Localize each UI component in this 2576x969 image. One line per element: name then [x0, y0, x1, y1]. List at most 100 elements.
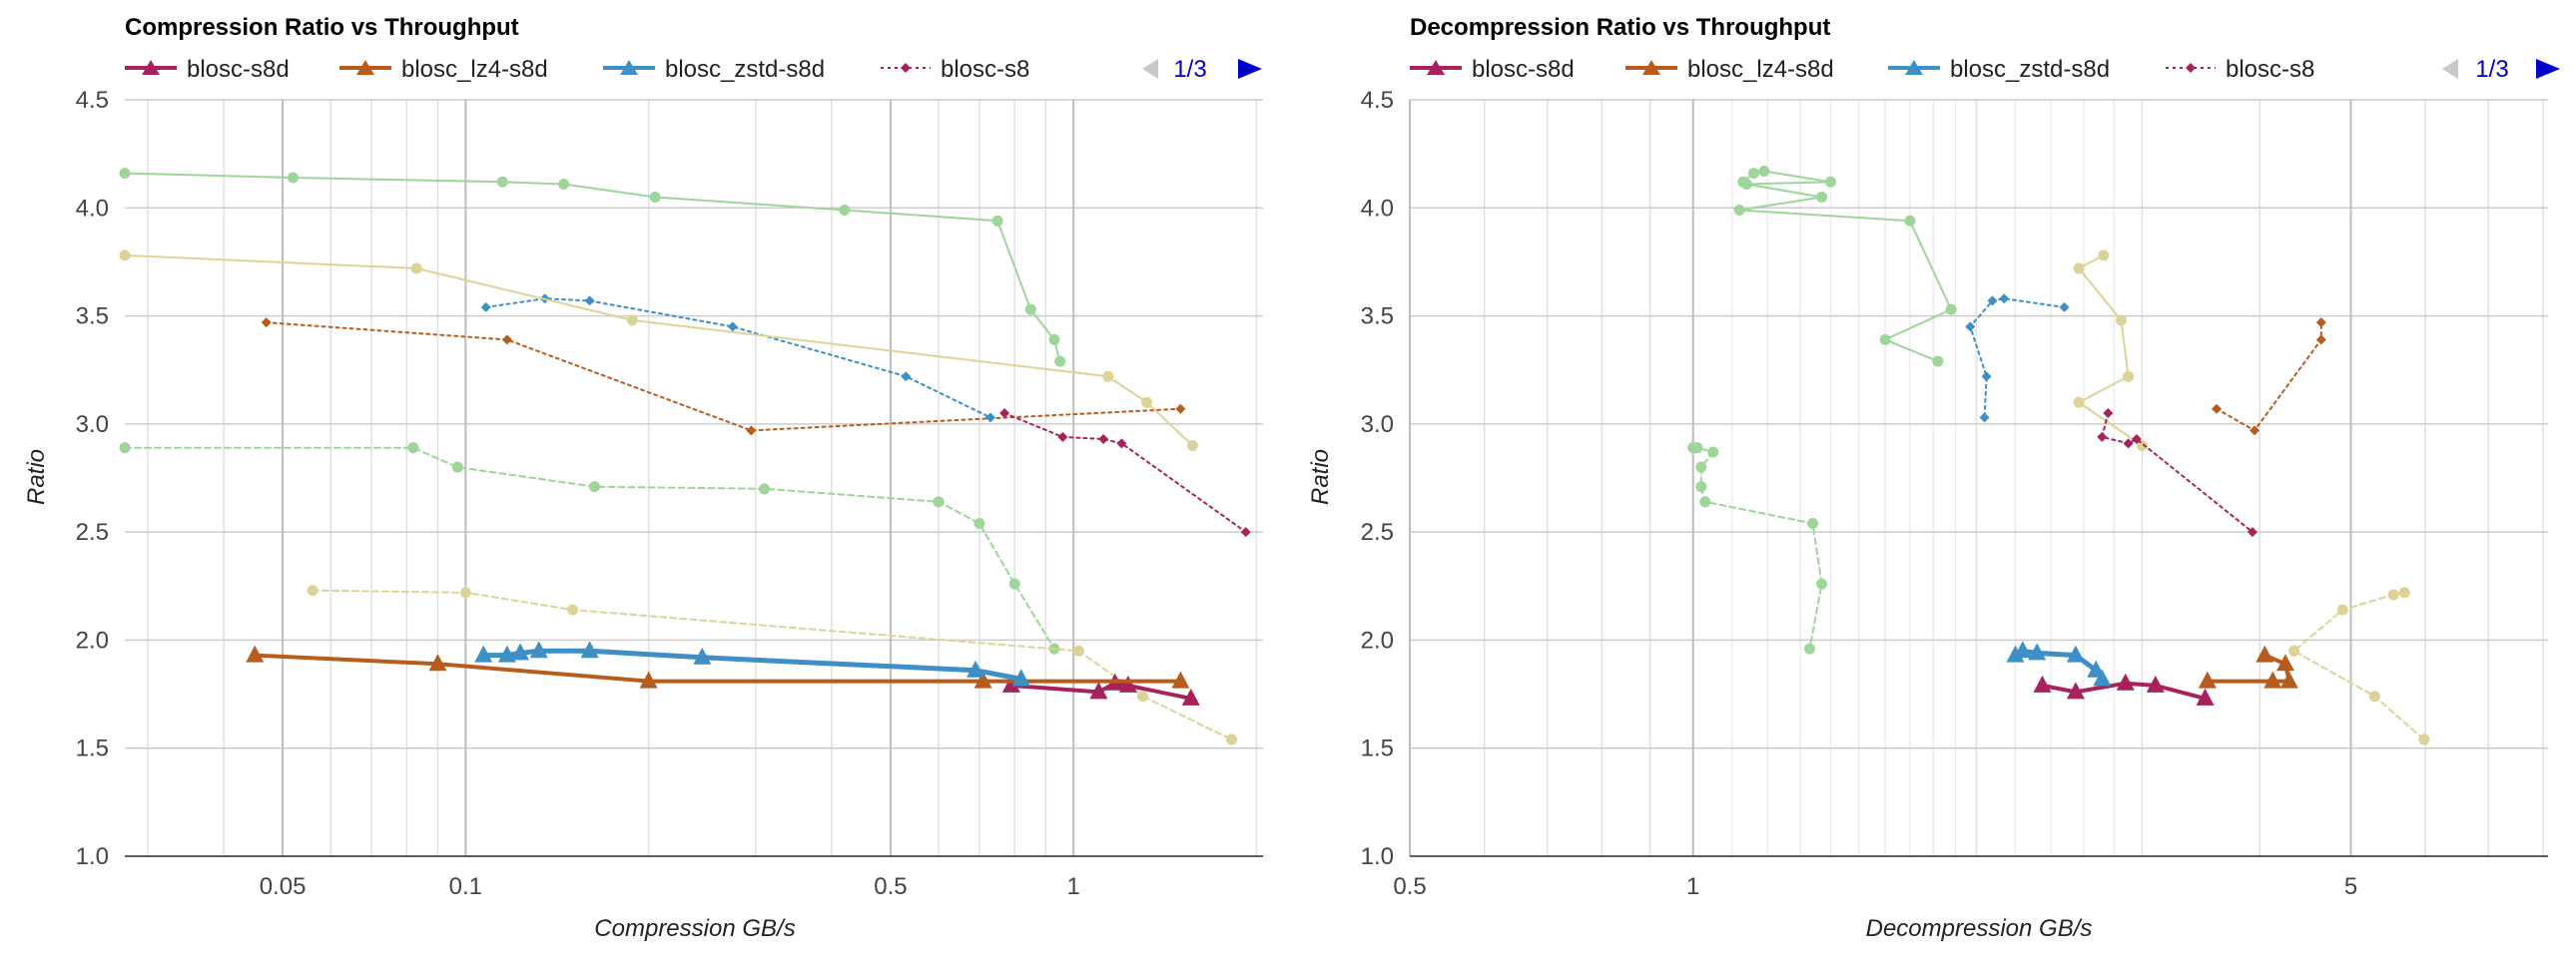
left-legend-item-blosc-zstd-s8d[interactable]: blosc_zstd-s8d: [603, 56, 825, 83]
data-point-circle[interactable]: [459, 587, 471, 599]
data-point-diamond[interactable]: [2097, 431, 2108, 442]
data-point-diamond[interactable]: [1175, 403, 1186, 414]
pager-next-icon[interactable]: [1238, 59, 1262, 79]
data-point-circle[interactable]: [1733, 204, 1745, 216]
data-point-circle[interactable]: [410, 262, 422, 274]
data-point-circle[interactable]: [1699, 496, 1711, 508]
data-point-diamond[interactable]: [1981, 371, 1992, 382]
data-point-diamond[interactable]: [1965, 321, 1976, 332]
data-point-triangle[interactable]: [529, 641, 548, 659]
data-point-triangle[interactable]: [2198, 671, 2217, 689]
data-point-circle[interactable]: [2073, 262, 2085, 274]
data-point-triangle[interactable]: [2275, 654, 2294, 672]
data-point-diamond[interactable]: [984, 412, 995, 423]
data-point-circle[interactable]: [933, 496, 945, 508]
data-point-triangle[interactable]: [497, 645, 516, 663]
data-point-circle[interactable]: [287, 172, 299, 184]
data-point-circle[interactable]: [451, 461, 463, 473]
data-point-circle[interactable]: [2288, 645, 2300, 657]
data-point-triangle[interactable]: [1181, 688, 1200, 706]
data-point-circle[interactable]: [973, 517, 985, 529]
data-point-circle[interactable]: [1707, 446, 1719, 458]
data-point-triangle[interactable]: [1171, 671, 1190, 689]
data-point-circle[interactable]: [2073, 396, 2085, 408]
data-point-circle[interactable]: [2368, 691, 2380, 703]
data-point-diamond[interactable]: [999, 408, 1010, 419]
data-point-circle[interactable]: [1904, 215, 1916, 227]
data-point-diamond[interactable]: [1987, 295, 1998, 306]
data-point-circle[interactable]: [558, 178, 570, 190]
data-point-diamond[interactable]: [2250, 425, 2260, 436]
data-point-triangle[interactable]: [2066, 645, 2085, 663]
data-point-circle[interactable]: [2136, 440, 2148, 452]
data-point-triangle[interactable]: [580, 641, 599, 659]
data-point-circle[interactable]: [991, 215, 1003, 227]
data-point-triangle[interactable]: [2028, 643, 2047, 661]
data-point-circle[interactable]: [2398, 587, 2410, 599]
data-point-circle[interactable]: [307, 585, 319, 597]
data-point-circle[interactable]: [589, 481, 601, 493]
data-point-triangle[interactable]: [2006, 645, 2025, 663]
data-point-circle[interactable]: [1807, 517, 1819, 529]
data-point-circle[interactable]: [496, 176, 508, 188]
data-point-circle[interactable]: [1747, 168, 1759, 180]
data-point-triangle[interactable]: [966, 660, 985, 678]
data-point-triangle[interactable]: [1089, 682, 1108, 700]
data-point-circle[interactable]: [649, 191, 661, 203]
data-point-circle[interactable]: [1054, 355, 1066, 367]
data-point-circle[interactable]: [839, 204, 851, 216]
data-point-circle[interactable]: [1186, 440, 1198, 452]
data-point-diamond[interactable]: [1098, 434, 1109, 445]
data-point-triangle[interactable]: [1011, 669, 1030, 687]
data-point-circle[interactable]: [567, 604, 579, 616]
data-point-circle[interactable]: [1816, 191, 1828, 203]
data-point-diamond[interactable]: [501, 334, 512, 345]
data-point-diamond[interactable]: [584, 295, 595, 306]
data-point-circle[interactable]: [759, 483, 771, 495]
data-point-diamond[interactable]: [1116, 438, 1127, 449]
data-point-circle[interactable]: [1072, 645, 1084, 657]
data-point-triangle[interactable]: [1118, 675, 1137, 693]
pager-prev-icon[interactable]: [1142, 59, 1158, 79]
right-legend-item-blosc-lz4-s8d[interactable]: blosc_lz4-s8d: [1625, 56, 1834, 83]
data-point-triangle[interactable]: [2013, 641, 2032, 659]
data-point-diamond[interactable]: [1240, 527, 1251, 538]
data-point-triangle[interactable]: [2279, 671, 2298, 689]
data-point-circle[interactable]: [1740, 178, 1752, 190]
data-point-triangle[interactable]: [693, 647, 712, 665]
data-point-triangle[interactable]: [2033, 675, 2052, 693]
left-legend-item-blosc-s8d[interactable]: blosc-s8d: [125, 56, 290, 83]
right-legend-item-blosc-zstd-s8d[interactable]: blosc_zstd-s8d: [1888, 56, 2110, 83]
data-point-diamond[interactable]: [1979, 412, 1990, 423]
data-point-circle[interactable]: [119, 168, 131, 180]
data-point-circle[interactable]: [626, 314, 638, 326]
pager-prev-icon[interactable]: [2442, 59, 2458, 79]
data-point-circle[interactable]: [1048, 333, 1060, 345]
data-point-diamond[interactable]: [1999, 293, 2010, 304]
data-point-triangle[interactable]: [2146, 675, 2165, 693]
data-point-diamond[interactable]: [2059, 301, 2070, 312]
data-point-triangle[interactable]: [2066, 682, 2085, 700]
right-legend-item-blosc-s8[interactable]: blosc-s8: [2166, 56, 2314, 83]
data-point-circle[interactable]: [1695, 481, 1707, 493]
right-legend-item-blosc-s8d[interactable]: blosc-s8d: [1410, 56, 1575, 83]
data-point-triangle[interactable]: [511, 643, 530, 661]
data-point-triangle[interactable]: [2116, 673, 2135, 691]
data-point-diamond[interactable]: [727, 321, 738, 332]
data-point-triangle[interactable]: [2093, 669, 2112, 687]
data-point-circle[interactable]: [1141, 396, 1153, 408]
data-point-triangle[interactable]: [639, 671, 658, 689]
data-point-circle[interactable]: [119, 249, 131, 261]
data-point-diamond[interactable]: [2123, 438, 2134, 449]
data-point-diamond[interactable]: [2212, 403, 2223, 414]
data-point-circle[interactable]: [1824, 176, 1836, 188]
data-point-circle[interactable]: [2123, 370, 2135, 382]
data-point-circle[interactable]: [1816, 578, 1828, 590]
left-legend-item-blosc-lz4-s8d[interactable]: blosc_lz4-s8d: [339, 56, 548, 83]
data-point-diamond[interactable]: [2131, 434, 2142, 445]
data-point-circle[interactable]: [1879, 333, 1891, 345]
data-point-triangle[interactable]: [428, 654, 447, 672]
data-point-circle[interactable]: [2418, 733, 2430, 745]
data-point-circle[interactable]: [1945, 303, 1957, 315]
data-point-circle[interactable]: [1932, 355, 1944, 367]
